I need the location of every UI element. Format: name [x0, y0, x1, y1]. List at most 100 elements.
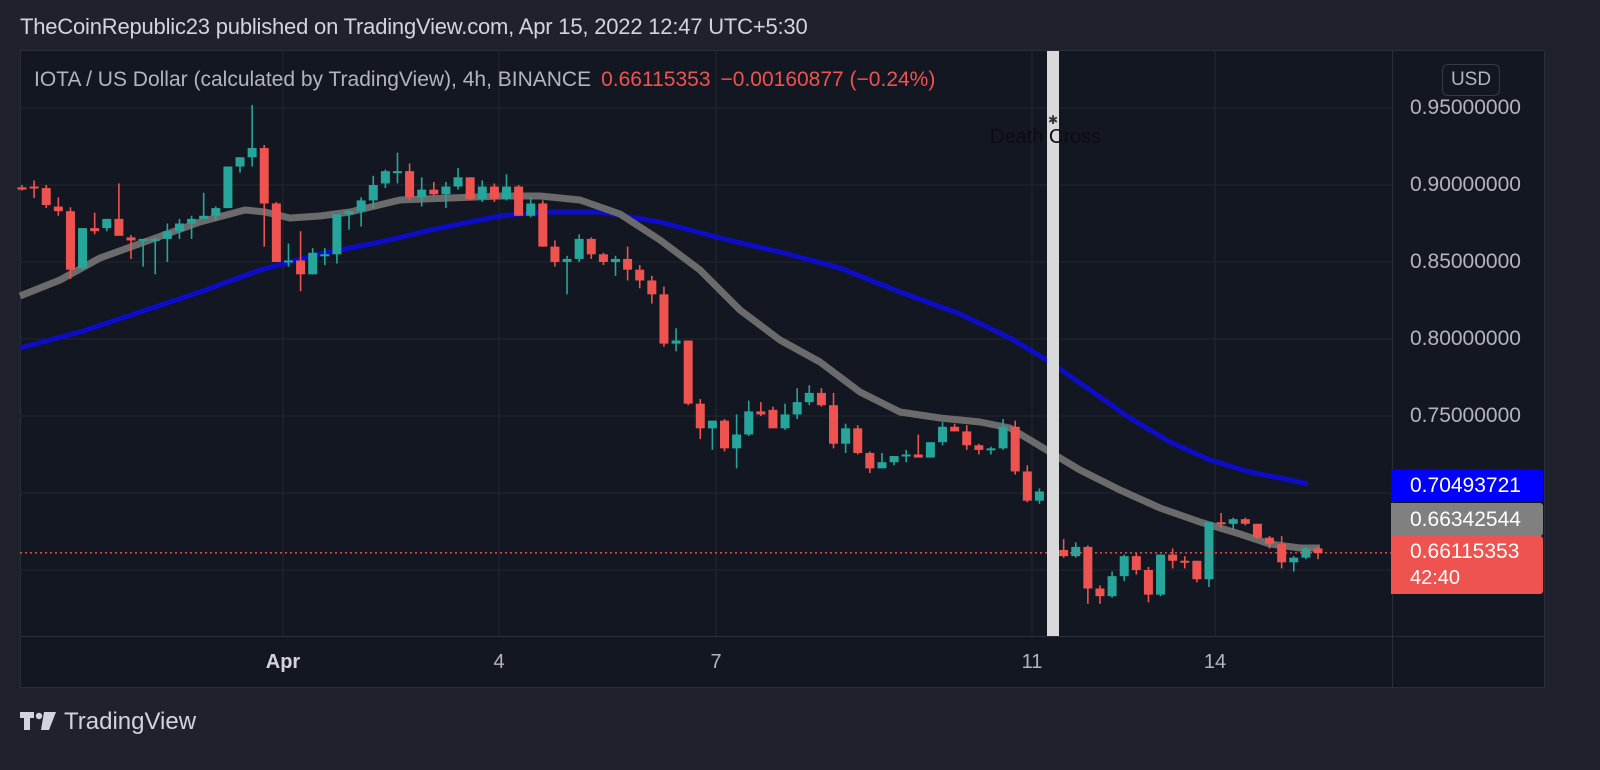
tradingview-logo-icon [20, 712, 56, 730]
candle-body [78, 228, 88, 269]
candle-body [1083, 546, 1093, 589]
candle-body [780, 414, 790, 429]
candle-body [1289, 557, 1299, 563]
price-tick: 0.95000000 [1410, 96, 1521, 119]
candle-body [1180, 560, 1190, 563]
candle-body [925, 442, 935, 458]
tradingview-brand[interactable]: TradingView [20, 708, 196, 736]
candle-body [1313, 548, 1323, 554]
brand-name: TradingView [64, 708, 197, 735]
candle-body [950, 426, 960, 432]
candle-body [17, 187, 27, 190]
candle-body [1119, 556, 1129, 577]
candle-body [1168, 554, 1178, 561]
candle-body [804, 392, 814, 403]
candle-body [259, 148, 269, 204]
candle-body [332, 214, 342, 255]
candle-body [683, 340, 693, 404]
candle-body [441, 186, 451, 195]
candle-body [1059, 549, 1069, 557]
candle-body [211, 208, 221, 216]
candle-body [768, 409, 778, 429]
candle-body [1252, 523, 1262, 538]
time-label-11: 11 [1021, 651, 1043, 673]
currency-button[interactable]: USD [1442, 64, 1500, 96]
candle-body [489, 186, 499, 199]
candle-body [429, 189, 439, 195]
candle-body [102, 218, 112, 229]
death-cross-marker [1047, 51, 1059, 636]
time-label-4: 4 [493, 651, 505, 673]
candle-body [974, 445, 984, 450]
candle-body [65, 211, 75, 270]
candle-body [356, 200, 366, 212]
candle-body [550, 246, 560, 262]
candle-body [829, 405, 839, 444]
candle-body [792, 402, 802, 415]
ma-slow-line [19, 209, 1309, 487]
candle-body [380, 171, 390, 184]
candle-body [695, 403, 705, 429]
candle-body [296, 260, 306, 275]
candle-body [598, 254, 608, 262]
candle-body [126, 237, 136, 241]
chart-frame [20, 50, 1545, 688]
candle-body [732, 434, 742, 449]
candle-body [671, 340, 681, 344]
death-cross-label: Death Cross [990, 126, 1102, 148]
candle-body [477, 186, 487, 199]
time-label-7: 7 [710, 651, 722, 673]
candle-body [235, 157, 245, 167]
candle-body [538, 203, 548, 247]
candle-body [501, 186, 511, 199]
legend-change: −0.00160877 (−0.24%) [720, 68, 936, 91]
candle-body [647, 280, 657, 295]
candle-body [405, 171, 415, 198]
candle-body [1022, 471, 1032, 501]
ma-fast-price-tag: 0.66342544 [1391, 503, 1543, 536]
candle-body [938, 426, 948, 443]
last-price-tag: 0.66115353 42:40 [1391, 536, 1543, 594]
candle-body [659, 294, 669, 344]
moving-averages [18, 192, 1320, 552]
published-caption: TheCoinRepublic23 published on TradingVi… [20, 14, 808, 39]
price-tick: 0.75000000 [1410, 404, 1521, 427]
candle-body [865, 452, 875, 469]
candle-body [562, 258, 572, 262]
death-cross-star-icon: ✱ [1048, 113, 1058, 127]
candle-body [1034, 491, 1044, 501]
candle-body [853, 428, 863, 453]
candle-body [913, 454, 923, 458]
candle-body [623, 258, 633, 270]
last-price-value: 0.66115353 [1410, 540, 1520, 563]
candle-body [998, 426, 1008, 449]
candle-body [756, 411, 766, 415]
candle-body [174, 223, 184, 232]
candle-body [320, 254, 330, 257]
candle-body [29, 186, 39, 189]
candle-body [1156, 554, 1166, 595]
candle-body [610, 258, 620, 262]
candles [17, 104, 1323, 604]
candle-body [223, 166, 233, 209]
symbol-legend[interactable]: IOTA / US Dollar (calculated by TradingV… [34, 68, 935, 92]
candle-body [1265, 537, 1275, 544]
candle-body [1010, 426, 1020, 472]
candle-body [417, 189, 427, 198]
candle-body [138, 238, 148, 241]
candle-body [1240, 519, 1250, 524]
candle-body [1107, 576, 1117, 597]
candle-body [1192, 560, 1202, 580]
candle-body [1071, 546, 1081, 557]
candle-body [877, 462, 887, 469]
price-tick: 0.85000000 [1410, 250, 1521, 273]
candle-body [53, 206, 63, 212]
candle-body [344, 211, 354, 215]
candle-body [1216, 522, 1226, 525]
candle-body [392, 171, 402, 174]
candle-body [368, 185, 378, 201]
candle-body [465, 177, 475, 199]
candle-body [150, 238, 160, 241]
candle-body [1095, 588, 1105, 597]
